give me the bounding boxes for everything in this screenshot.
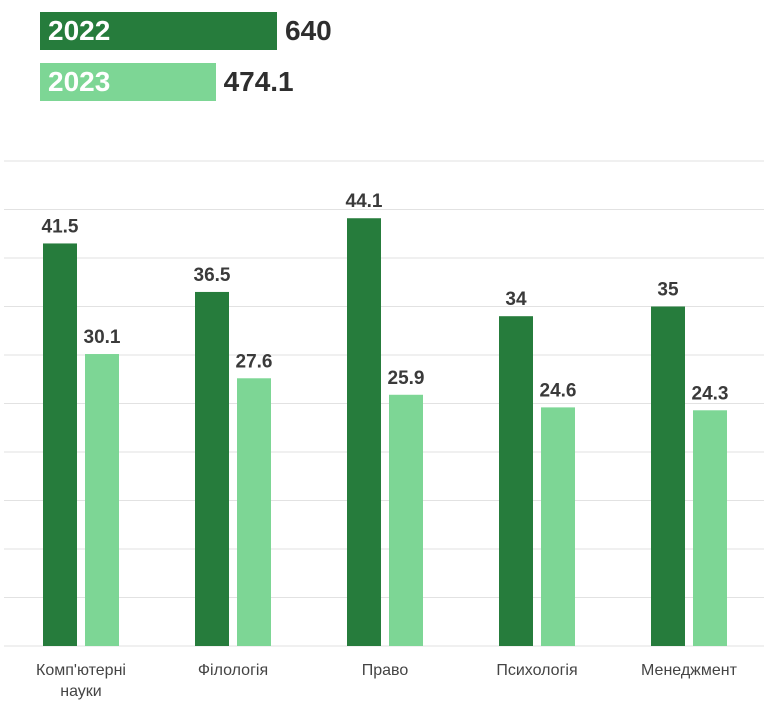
bar-2022-0: [43, 243, 77, 646]
legend-item-2023: 2023 474.1: [40, 63, 294, 101]
value-label-2023-0: 30.1: [84, 327, 121, 348]
category-label-3: Психологія: [496, 662, 577, 679]
value-label-2023-3: 24.6: [540, 380, 577, 401]
legend-year-2022: 2022: [48, 15, 111, 46]
value-label-2022-0: 41.5: [42, 216, 79, 237]
bars: [43, 218, 727, 647]
value-label-2022-4: 35: [657, 280, 679, 301]
bar-2023-0: [85, 354, 119, 646]
value-label-2022-2: 44.1: [346, 191, 383, 212]
value-labels: 41.5 30.1 36.5 27.6 44.1 25.9 34 24.6 35 24.3: [42, 191, 729, 404]
legend-year-2023: 2023: [48, 66, 111, 97]
bar-2022-4: [651, 306, 685, 646]
value-label-2022-3: 34: [505, 289, 527, 310]
gridlines: [4, 160, 764, 647]
legend-total-2022: 640: [285, 15, 332, 46]
bar-2022-1: [195, 291, 229, 646]
category-label-2: Право: [362, 662, 409, 679]
category-label-0: Комп'ютерні науки: [36, 662, 126, 700]
bar-2023-1: [237, 378, 271, 646]
legend-total-2023: 474.1: [223, 66, 294, 97]
category-labels: Комп'ютерні науки Філологія Право Психологія…: [36, 662, 738, 700]
value-label-2023-1: 27.6: [236, 351, 273, 372]
bar-2022-2: [347, 218, 381, 647]
legend-bar-2023: 2023: [40, 63, 216, 101]
category-label-4: Менеджмент: [641, 662, 738, 679]
legend-bar-2022: 2022: [40, 12, 277, 50]
value-label-2023-4: 24.3: [692, 383, 729, 404]
bar-2023-2: [389, 394, 423, 646]
bar-2022-3: [499, 316, 533, 646]
bar-2023-4: [693, 410, 727, 646]
category-label-1: Філологія: [198, 662, 268, 679]
value-label-2022-1: 36.5: [194, 265, 231, 286]
bar-2023-3: [541, 407, 575, 646]
value-label-2023-2: 25.9: [388, 368, 425, 389]
legend-item-2022: 2022 640: [40, 12, 332, 50]
